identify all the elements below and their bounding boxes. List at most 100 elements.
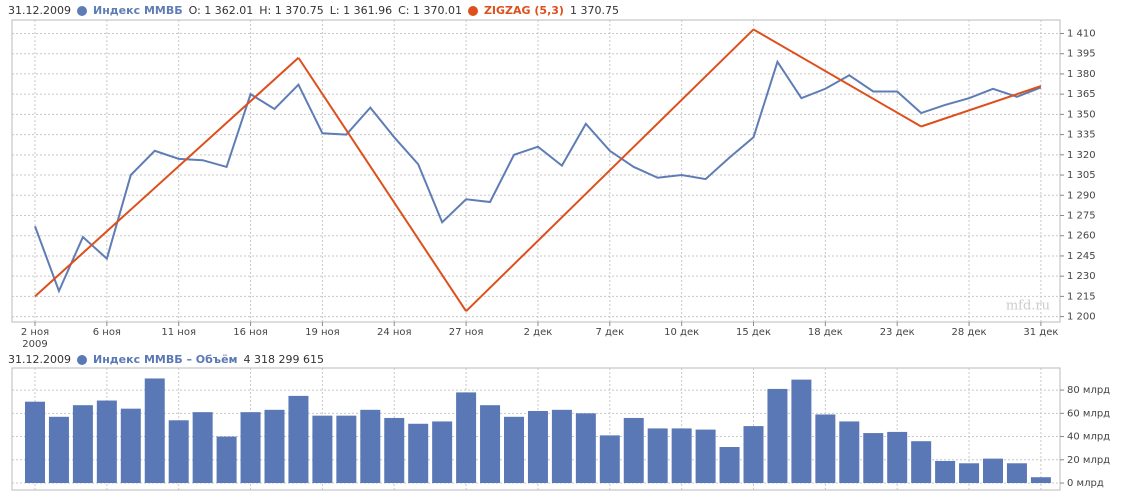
x-tick-label: 31 дек bbox=[1023, 327, 1058, 338]
volume-header: 31.12.2009 Индекс ММВБ – Объём 4 318 299… bbox=[8, 353, 324, 366]
volume-bar bbox=[599, 435, 620, 484]
y-tick-label: 80 млрд bbox=[1067, 385, 1110, 396]
x-tick-label: 7 дек bbox=[595, 327, 624, 338]
volume-bar bbox=[192, 412, 213, 484]
volume-bar bbox=[1006, 463, 1027, 484]
volume-bar bbox=[168, 420, 189, 484]
date: 31.12.2009 bbox=[8, 353, 71, 366]
y-tick-label: 40 млрд bbox=[1067, 432, 1110, 443]
ohlc: C: 1 370.01 bbox=[398, 4, 462, 17]
y-tick-label: 1 395 bbox=[1067, 49, 1096, 60]
ohlc: L: 1 361.96 bbox=[329, 4, 393, 17]
x-tick-label: 27 ноя bbox=[449, 327, 484, 338]
plot-frame bbox=[11, 19, 1061, 323]
volume-bar bbox=[887, 431, 908, 484]
x-tick-label: 19 ноя bbox=[305, 327, 340, 338]
x-tick-label: 16 ноя bbox=[233, 327, 268, 338]
plot-frame bbox=[11, 367, 1061, 491]
zigzag-segment bbox=[920, 85, 1042, 128]
volume-bar bbox=[336, 415, 357, 484]
date: 31.12.2009 bbox=[8, 4, 71, 17]
price-line bbox=[34, 59, 1042, 294]
x-tick-label: 2 ноя bbox=[21, 327, 49, 338]
volume-bar bbox=[983, 458, 1003, 484]
volume-bar bbox=[743, 426, 764, 484]
volume-bar bbox=[839, 421, 860, 484]
volume-bar bbox=[48, 416, 69, 484]
y-tick-label: 1 335 bbox=[1067, 130, 1096, 141]
volume-bar bbox=[144, 378, 165, 484]
legend-marker bbox=[76, 354, 87, 365]
volume-bar bbox=[575, 413, 596, 484]
y-tick-label: 1 260 bbox=[1067, 231, 1096, 242]
volume-bar bbox=[264, 409, 285, 484]
volume-bar bbox=[504, 416, 524, 484]
x-tick-label: 18 дек bbox=[808, 327, 843, 338]
zigzag-segment bbox=[34, 57, 300, 298]
volume-bar bbox=[72, 405, 93, 484]
y-tick-label: 1 215 bbox=[1067, 291, 1096, 302]
y-tick-label: 1 350 bbox=[1067, 109, 1096, 120]
legend-marker bbox=[467, 5, 478, 16]
volume-bar bbox=[623, 417, 644, 484]
x-tick-label: 2 дек bbox=[524, 327, 553, 338]
y-tick-label: 1 290 bbox=[1067, 190, 1096, 201]
last-value: 1 370.75 bbox=[569, 4, 619, 17]
volume-bar bbox=[360, 409, 381, 484]
volume-bar bbox=[815, 414, 836, 484]
x-tick-label: 23 дек bbox=[880, 327, 915, 338]
x-tick-label: 10 дек bbox=[664, 327, 699, 338]
x-tick-label: 24 ноя bbox=[377, 327, 412, 338]
zigzag-segment bbox=[465, 28, 755, 312]
ohlc: H: 1 370.75 bbox=[259, 4, 324, 17]
y-tick-label: 1 380 bbox=[1067, 69, 1096, 80]
volume-bar bbox=[96, 400, 117, 484]
volume-bar bbox=[863, 433, 884, 484]
x-tick-label: 6 ноя bbox=[93, 327, 121, 338]
volume-bar bbox=[25, 401, 45, 484]
volume-bar bbox=[935, 460, 956, 484]
x-year-label: 2009 bbox=[22, 339, 47, 350]
volume-bar bbox=[120, 408, 141, 484]
ohlc: O: 1 362.01 bbox=[188, 4, 254, 17]
volume-bar bbox=[384, 417, 405, 484]
volume-bar bbox=[1030, 477, 1051, 484]
volume-bar bbox=[647, 428, 668, 484]
y-tick-label: 1 410 bbox=[1067, 28, 1096, 39]
volume-bar bbox=[719, 447, 740, 484]
volume-bar bbox=[767, 388, 788, 484]
legend-marker bbox=[76, 5, 87, 16]
y-tick-label: 60 млрд bbox=[1067, 408, 1110, 419]
volume-bar bbox=[288, 395, 309, 484]
x-tick-label: 11 ноя bbox=[161, 327, 196, 338]
volume-bar bbox=[240, 412, 261, 484]
watermark: mfd.ru bbox=[1006, 299, 1050, 314]
volume-bar bbox=[911, 441, 932, 484]
legend-label: ZIGZAG (5,3) bbox=[483, 4, 564, 17]
y-tick-label: 1 275 bbox=[1067, 210, 1096, 221]
y-tick-label: 0 млрд bbox=[1067, 478, 1104, 489]
y-tick-label: 1 200 bbox=[1067, 312, 1096, 323]
volume-bar bbox=[527, 410, 548, 484]
volume-bar bbox=[551, 409, 572, 484]
volume-bar bbox=[216, 436, 237, 484]
volume-bar bbox=[312, 415, 333, 484]
volume-bar bbox=[432, 421, 453, 484]
volume-bar bbox=[671, 428, 692, 484]
last-value: 4 318 299 615 bbox=[243, 353, 325, 366]
y-tick-label: 1 230 bbox=[1067, 271, 1096, 282]
legend-label: Индекс ММВБ bbox=[92, 4, 183, 17]
y-tick-label: 1 305 bbox=[1067, 170, 1096, 181]
zigzag-segment bbox=[297, 57, 467, 312]
volume-bar bbox=[480, 405, 501, 484]
y-tick-label: 1 245 bbox=[1067, 251, 1096, 262]
zigzag-segment bbox=[752, 28, 922, 128]
volume-bar bbox=[959, 463, 980, 484]
volume-bar bbox=[695, 429, 716, 484]
price-header: 31.12.2009 Индекс ММВБ O: 1 362.01 H: 1 … bbox=[8, 4, 619, 17]
legend-label: Индекс ММВБ – Объём bbox=[92, 353, 238, 366]
y-tick-label: 1 365 bbox=[1067, 89, 1096, 100]
x-tick-label: 15 дек bbox=[736, 327, 771, 338]
